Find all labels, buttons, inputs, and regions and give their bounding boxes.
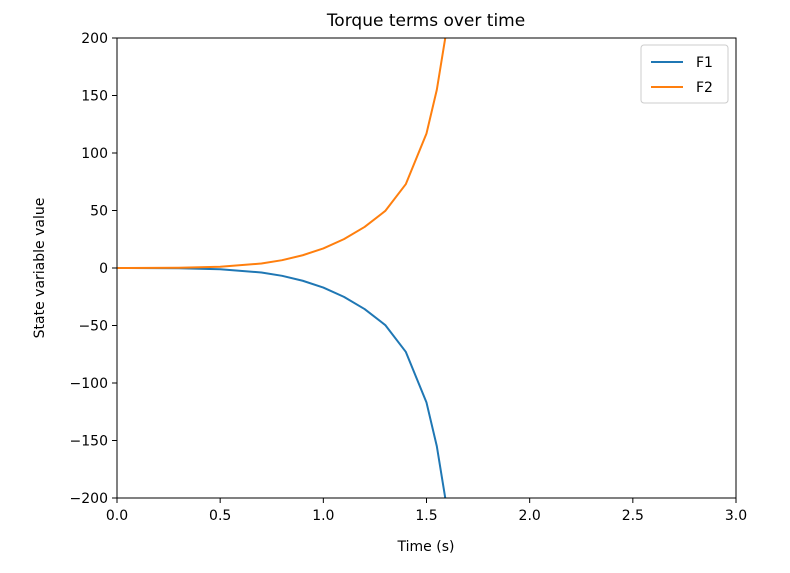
y-tick-label: 50 — [90, 204, 108, 220]
legend-label-f2: F2 — [696, 80, 713, 96]
y-tick-label: 100 — [81, 146, 108, 162]
x-tick-label: 0.5 — [209, 508, 231, 524]
plot-lines — [117, 38, 447, 498]
x-tick-label: 1.0 — [312, 508, 334, 524]
x-tick-label: 0.0 — [106, 508, 128, 524]
legend-label-f1: F1 — [696, 55, 713, 71]
legend-box — [640, 44, 729, 104]
y-tick-label: −100 — [70, 376, 108, 392]
series-line-f1 — [117, 267, 447, 498]
x-tick-label: 3.0 — [725, 508, 747, 524]
y-tick-label: −50 — [78, 319, 108, 335]
y-tick-label: 150 — [81, 89, 108, 105]
y-tick-label: 0 — [99, 261, 108, 277]
series-line-f2 — [117, 38, 447, 269]
x-tick-label: 1.5 — [415, 508, 437, 524]
y-axis: 200 150 100 50 0 −50 −100 −150 −200 — [70, 31, 117, 507]
legend: F1 F2 — [640, 44, 729, 104]
y-tick-label: −200 — [70, 491, 108, 507]
y-tick-label: −150 — [70, 434, 108, 450]
chart-title: Torque terms over time — [326, 11, 525, 31]
x-tick-label: 2.5 — [622, 508, 644, 524]
plot-frame — [116, 37, 737, 499]
y-axis-label: State variable value — [32, 198, 48, 339]
y-tick-label: 200 — [81, 31, 108, 47]
x-axis-label: Time (s) — [397, 539, 455, 555]
x-axis: 0.0 0.5 1.0 1.5 2.0 2.5 3.0 — [106, 498, 747, 524]
x-tick-label: 2.0 — [519, 508, 541, 524]
